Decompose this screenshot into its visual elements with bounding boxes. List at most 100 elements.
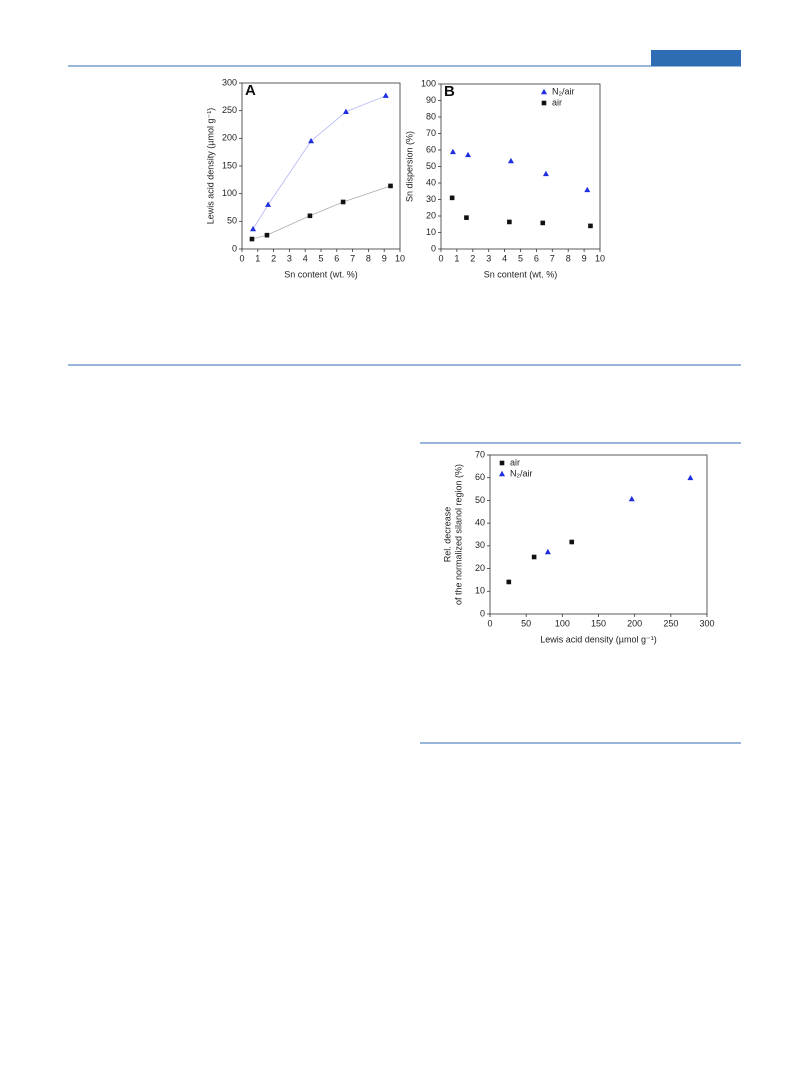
y-tick-label: 50 [227,216,237,226]
legend-label: N₂/air [552,86,575,96]
y-tick-label: 0 [480,608,485,618]
marker [307,213,313,219]
marker [544,548,551,555]
marker [449,195,455,201]
y-tick-label: 100 [222,188,237,198]
marker [531,554,537,560]
y-tick-label: 80 [426,111,436,121]
title: B [444,83,455,100]
x-tick-label: 4 [303,253,308,263]
marker [265,201,272,207]
plot-frame [241,82,401,250]
marker [687,474,694,481]
marker [506,579,512,585]
y-tick-label: 30 [426,194,436,204]
x-tick-label: 10 [395,253,405,263]
y-tick-label: 20 [426,210,436,220]
fit-line [251,185,391,240]
y-tick-label: 0 [431,243,436,253]
x-tick-label: 1 [255,253,260,263]
marker [250,225,257,232]
x-tick-label: 0 [239,253,244,263]
y-tick-label: 30 [475,540,485,550]
x-tick-label: 150 [591,618,606,628]
marker [628,495,635,502]
x-tick-label: 10 [595,253,605,263]
marker [542,170,549,177]
marker [382,92,389,98]
y-tick-label: 150 [222,160,237,170]
y-tick-label: 0 [232,243,237,253]
y-tick-label: 250 [222,105,237,115]
marker [541,88,547,95]
fit-line [252,95,386,230]
y-tick-label: 60 [426,144,436,154]
y-axis-label: of the normalized silanol region (%) [453,464,463,605]
y-tick-label: 10 [475,586,485,596]
marker [507,157,514,164]
marker [340,199,346,205]
marker [499,470,505,477]
x-tick-label: 250 [663,618,678,628]
x-tick-label: 2 [470,253,475,263]
marker [449,148,456,155]
x-tick-label: 9 [582,253,587,263]
x-tick-label: 2 [271,253,276,263]
y-tick-label: 70 [475,449,485,459]
y-tick-label: 300 [222,77,237,87]
marker [541,100,547,106]
marker [464,215,469,220]
y-tick-label: 60 [475,472,485,482]
title: A [245,82,256,99]
y-tick-label: 10 [426,227,436,237]
y-axis-label: Lewis acid density (µmol g⁻¹) [205,108,215,224]
x-tick-label: 50 [521,618,531,628]
marker [569,539,575,545]
x-tick-label: 0 [438,253,443,263]
marker [499,460,505,466]
x-axis-label: Sn content (wt. %) [484,269,558,279]
x-tick-label: 100 [555,618,570,628]
marker [465,151,472,158]
marker [507,219,512,225]
y-tick-label: 40 [475,518,485,528]
x-axis-label: Sn content (wt. %) [284,269,358,279]
x-tick-label: 200 [627,618,642,628]
marker [264,232,270,238]
x-tick-label: 3 [287,253,292,263]
y-tick-label: 20 [475,563,485,573]
marker [249,236,255,242]
x-tick-label: 6 [534,253,539,263]
y-tick-label: 100 [421,78,436,88]
plot-frame [440,83,601,250]
x-axis-label: Lewis acid density (µmol g⁻¹) [540,634,656,644]
x-tick-label: 7 [550,253,555,263]
y-tick-label: 50 [475,495,485,505]
legend-label: air [510,457,520,467]
marker [388,183,393,189]
x-tick-label: 7 [350,253,355,263]
marker [588,223,593,229]
x-tick-label: 1 [454,253,459,263]
x-tick-label: 300 [699,618,714,628]
plot-frame [489,454,708,615]
x-tick-label: 0 [487,618,492,628]
y-tick-label: 50 [426,161,436,171]
y-tick-label: 40 [426,177,436,187]
marker [540,220,546,226]
marker [342,108,349,114]
x-tick-label: 5 [518,253,523,263]
y-tick-label: 90 [426,95,436,105]
y-axis-label: Sn dispersion (%) [404,131,414,202]
y-tick-label: 200 [222,133,237,143]
x-tick-label: 5 [318,253,323,263]
x-tick-label: 6 [334,253,339,263]
legend-label: N₂/air [510,468,533,478]
x-tick-label: 8 [566,253,571,263]
y-tick-label: 70 [426,128,436,138]
y-axis-label: Rel. decrease [442,507,452,563]
x-tick-label: 3 [486,253,491,263]
legend-label: air [552,97,562,107]
marker [584,186,591,193]
